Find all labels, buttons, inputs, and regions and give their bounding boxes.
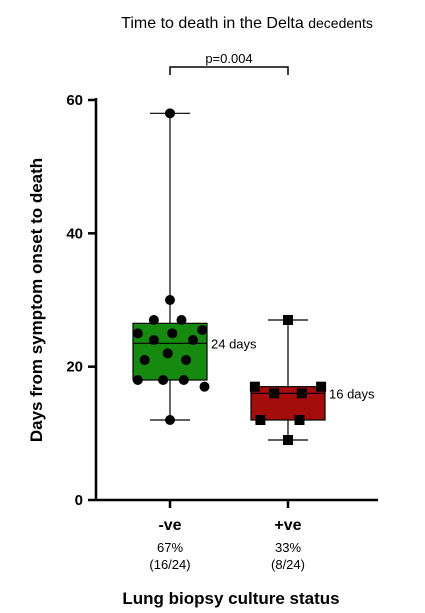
box-group-positive: 16 days +ve 33% (8/24) — [249, 315, 375, 572]
category-count: (16/24) — [149, 557, 190, 572]
y-tick-label: 60 — [66, 92, 83, 109]
box-group-negative: 24 days -ve 67% (16/24) — [132, 108, 257, 572]
category-count: (8/24) — [271, 557, 305, 572]
data-point — [178, 375, 189, 385]
p-value-label: p=0.004 — [205, 51, 252, 66]
data-point — [294, 415, 305, 425]
data-point — [148, 315, 159, 325]
data-point — [176, 315, 187, 325]
data-point — [269, 388, 280, 399]
category-label: -ve — [158, 517, 181, 534]
data-point — [199, 381, 210, 392]
data-point — [162, 348, 173, 359]
chart-title: Time to death in the Delta decedents — [121, 15, 373, 32]
data-point — [255, 415, 266, 425]
data-point — [188, 335, 198, 345]
data-point — [132, 375, 143, 385]
data-point — [181, 355, 192, 365]
data-point — [165, 415, 175, 425]
data-point — [249, 381, 260, 392]
data-point — [139, 355, 150, 365]
data-point — [165, 295, 175, 305]
data-point — [148, 335, 159, 345]
y-tick-label: 40 — [66, 225, 83, 242]
data-point — [132, 328, 143, 339]
significance-bracket: p=0.004 — [169, 51, 289, 75]
category-percent: 33% — [275, 540, 301, 555]
boxes: 24 days -ve 67% (16/24) 16 days +ve 33% (8/24) — [132, 108, 375, 572]
data-point — [316, 381, 327, 392]
category-label: +ve — [274, 517, 301, 534]
y-tick-label: 0 — [75, 492, 83, 509]
data-point — [197, 325, 208, 335]
data-point — [165, 108, 175, 119]
iqr-box — [250, 386, 326, 421]
data-point — [158, 375, 169, 385]
x-axis-label: Lung biopsy culture status — [122, 589, 339, 608]
median-annotation: 16 days — [329, 386, 375, 401]
median-annotation: 24 days — [211, 336, 257, 351]
data-point — [283, 435, 293, 445]
data-point — [296, 388, 307, 399]
axes: 0 20 40 60 — [66, 92, 378, 509]
category-percent: 67% — [157, 540, 183, 555]
y-axis-label: Days from symptom onset to death — [27, 158, 46, 442]
data-point — [283, 315, 293, 325]
data-point — [167, 328, 178, 339]
y-tick-label: 20 — [66, 359, 83, 376]
